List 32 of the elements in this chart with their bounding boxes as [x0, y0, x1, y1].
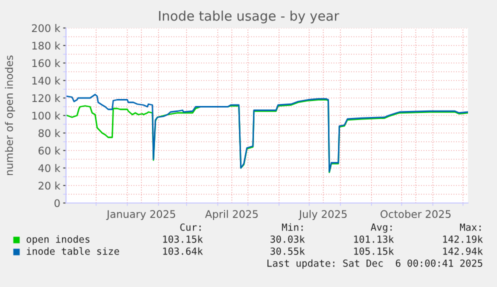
y-tick-label: 160 k	[32, 59, 60, 68]
y-tick-label: 0	[54, 199, 60, 208]
text: 105.15k	[354, 247, 394, 255]
y-tick-label: 180 k	[32, 42, 60, 50]
text: 142.94k	[443, 247, 483, 255]
text: Avg:	[370, 224, 392, 233]
text: Max:	[460, 224, 481, 231]
y-tick-label: 120 k	[32, 94, 60, 102]
y-tick-label: 80 k	[38, 129, 60, 138]
text: Min:	[282, 223, 303, 231]
text: 101.13k	[354, 235, 394, 243]
y-tick-label: 100 k	[32, 112, 60, 120]
text: 30.55k	[270, 247, 305, 255]
x-tick-label: July 2025	[298, 210, 347, 220]
chart-title: Inode table usage - by year	[159, 10, 340, 24]
text: 30.03k	[270, 235, 305, 243]
x-tick-label: October 2025	[380, 210, 451, 218]
y-tick-label: 140 k	[32, 76, 60, 85]
legend-label: inode table size	[26, 247, 120, 255]
text: Cur:	[180, 223, 201, 231]
text: 103.64k	[163, 247, 203, 255]
x-tick-label: January 2025	[106, 210, 176, 220]
y-tick-label: 200 k	[32, 24, 60, 32]
text: 103.15k	[163, 235, 203, 243]
legend-label: open inodes	[26, 235, 90, 245]
y-axis-title: number of open inodes	[4, 56, 16, 176]
x-tick-label: April 2025	[205, 210, 258, 220]
y-tick-label: 20 k	[38, 182, 60, 190]
text: 142.19k	[443, 235, 483, 243]
y-tick-label: 60 k	[38, 146, 60, 155]
y-tick-label: 40 k	[38, 164, 60, 172]
text: Last update: Sat Dec 6 00:00:41 2025	[267, 259, 482, 269]
